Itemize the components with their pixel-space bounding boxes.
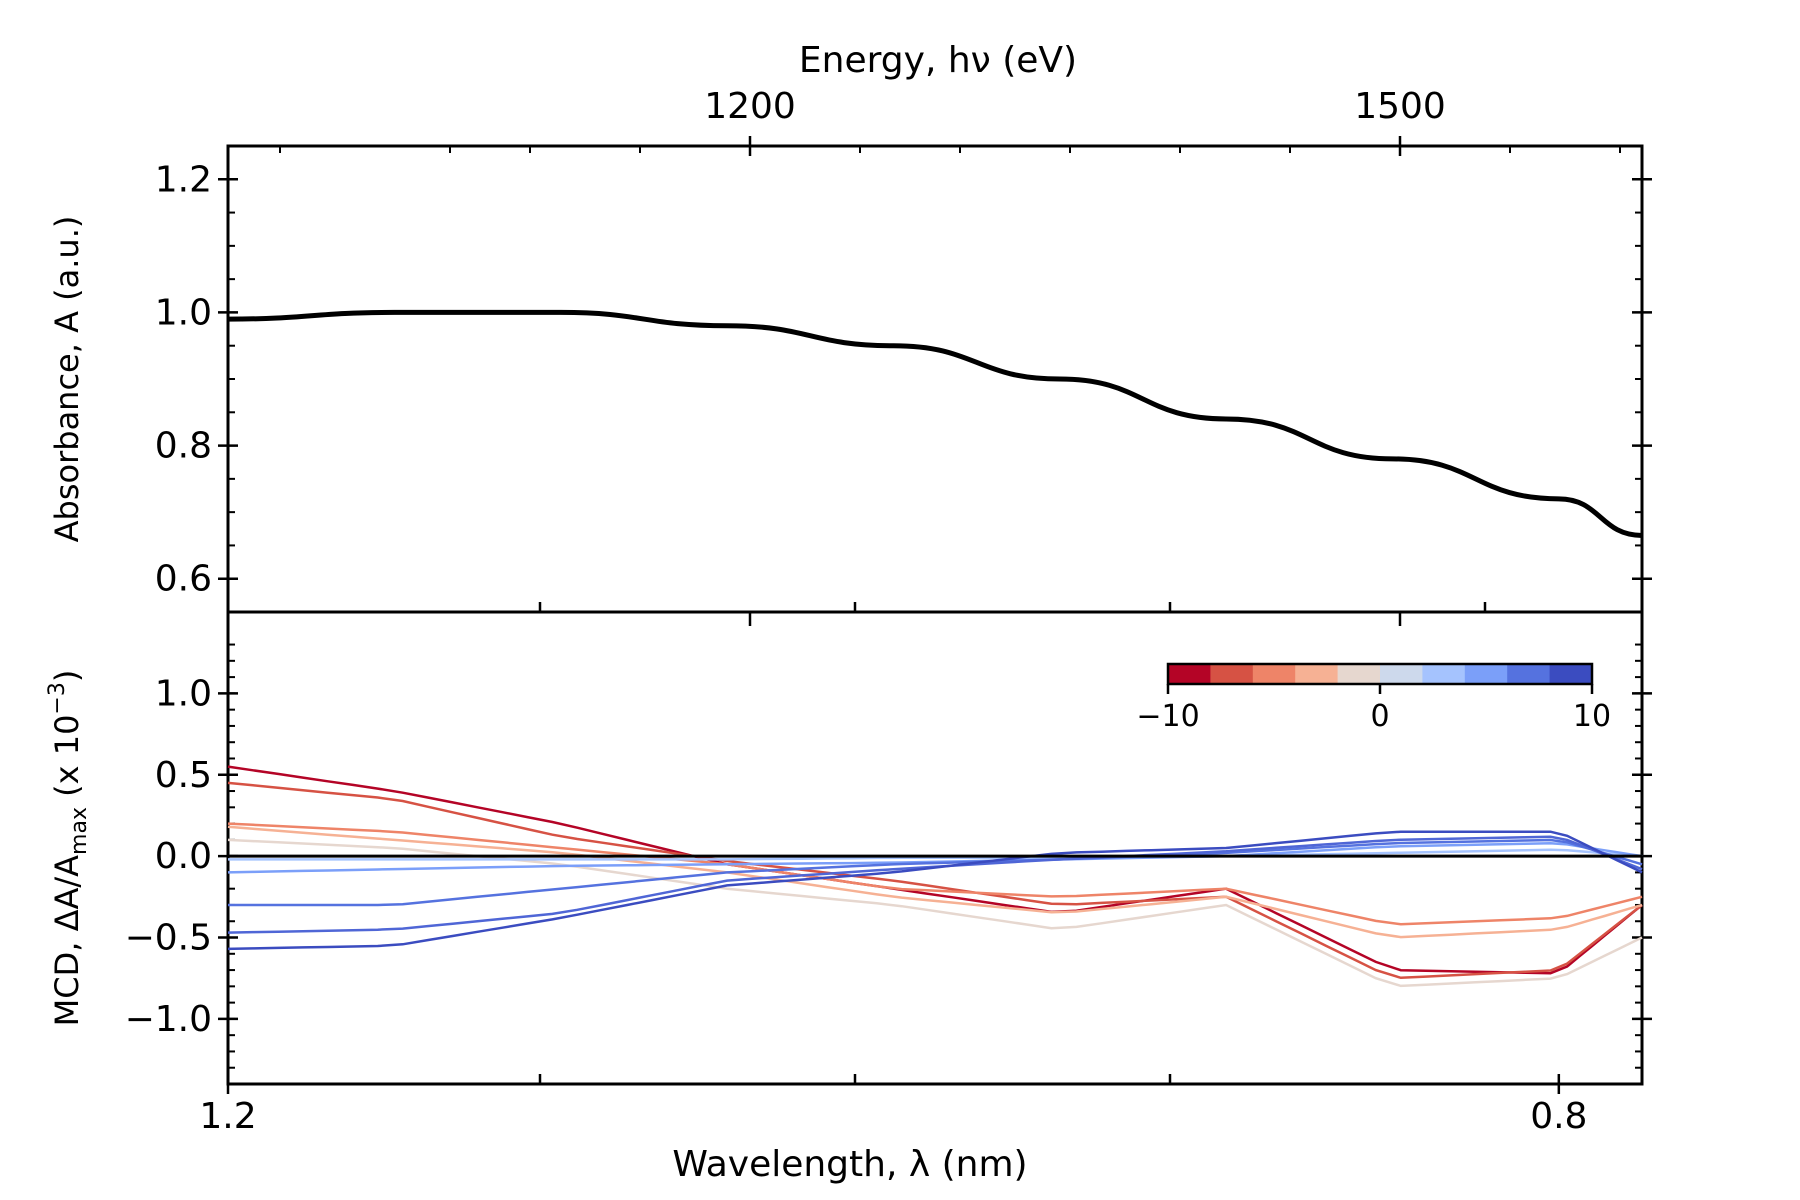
colorbar-swatch <box>1464 664 1508 684</box>
x-tick-label: 0.8 <box>1530 1096 1587 1137</box>
top-axis-label: Energy, hν (eV) <box>799 40 1077 81</box>
y-tick-label: 1.0 <box>155 292 212 333</box>
mcd-line <box>227 825 1643 939</box>
absorbance-y-ticks: 0.6 0.8 1.0 1.2 <box>155 159 1652 600</box>
absorbance-y-axis-label: Absorbance, A (a.u.) <box>48 216 86 543</box>
colorbar-swatch <box>1380 664 1423 684</box>
colorbar-swatch <box>1210 664 1254 684</box>
energy-tick-label: 1200 <box>704 86 796 127</box>
colorbar: −10 0 10 <box>1136 662 1611 734</box>
mcd-line <box>227 830 1643 951</box>
x-axis-label: Wavelength, λ (nm) <box>672 1144 1027 1185</box>
colorbar-swatch <box>1295 664 1339 684</box>
mcd-y-axis-label: MCD, ΔA/Amax (x 10−3) <box>45 670 92 1027</box>
y-tick-label: 0.8 <box>155 426 212 467</box>
colorbar-tick-label: 0 <box>1370 699 1389 734</box>
x-tick-label: 1.2 <box>199 1096 256 1137</box>
y-tick-label: −0.5 <box>125 918 212 959</box>
colorbar-swatch <box>1422 664 1466 684</box>
colorbar-swatch <box>1507 664 1551 684</box>
absorbance-panel: 0.6 0.8 1.0 1.2 1200 1500 Absorbance, A (a.u… <box>48 86 1652 614</box>
colorbar-swatch <box>1252 664 1296 684</box>
mcd-line <box>227 835 1643 934</box>
colorbar-tick-label: 10 <box>1573 699 1611 734</box>
y-tick-label: 1.2 <box>155 159 212 200</box>
y-tick-label: −1.0 <box>125 999 212 1040</box>
absorbance-line <box>227 309 1643 538</box>
mcd-line <box>227 765 1643 975</box>
absorbance-plot-frame <box>226 144 1644 614</box>
mcd-series <box>227 765 1643 988</box>
colorbar-swatch <box>1549 664 1593 684</box>
absorbance-series <box>227 309 1643 538</box>
y-tick-label: 0.6 <box>155 559 212 600</box>
colorbar-swatch <box>1337 664 1381 684</box>
colorbar-tick-label: −10 <box>1136 699 1199 734</box>
y-tick-label: 1.0 <box>155 673 212 714</box>
colorbar-swatch <box>1168 664 1211 684</box>
mcd-line <box>228 848 1643 861</box>
mcd-y-ticks: −1.0 −0.5 0.0 0.5 1.0 <box>125 643 1652 1069</box>
mcd-line <box>227 781 1643 980</box>
mcd-plot-frame <box>226 610 1644 1086</box>
wavelength-ticks: 1.2 0.8 <box>199 612 1587 1137</box>
energy-ticks: 1200 1500 <box>279 86 1621 612</box>
y-tick-label: 0.5 <box>155 755 212 796</box>
energy-tick-label: 1500 <box>1354 86 1446 127</box>
y-tick-label: 0.0 <box>155 836 212 877</box>
mcd-line <box>227 822 1643 926</box>
mcd-panel: −1.0 −0.5 0.0 0.5 1.0 1.2 0.8 MCD, ΔA/Amax (x… <box>45 610 1652 1185</box>
